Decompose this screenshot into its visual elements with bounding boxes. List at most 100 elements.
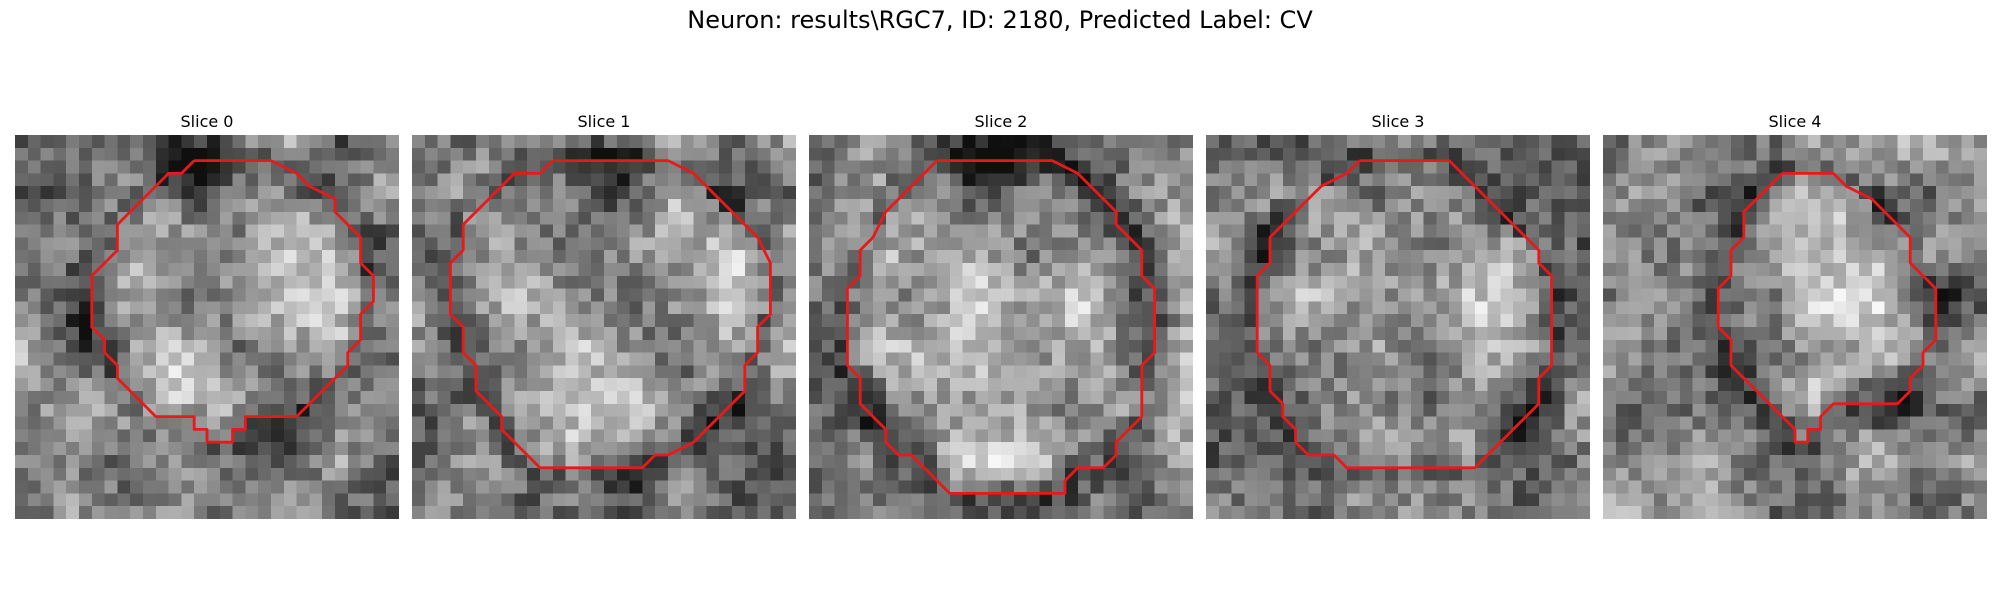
image-pixel	[1859, 327, 1873, 341]
image-pixel	[335, 339, 349, 353]
image-pixel	[1270, 288, 1284, 302]
image-pixel	[1206, 403, 1220, 417]
image-pixel	[860, 429, 874, 443]
image-pixel	[1167, 147, 1181, 161]
image-pixel	[1474, 365, 1488, 379]
image-pixel	[1474, 327, 1488, 341]
image-pixel	[219, 467, 233, 481]
image-pixel	[719, 314, 733, 328]
image-pixel	[168, 506, 182, 519]
image-pixel	[885, 224, 899, 238]
image-pixel	[53, 352, 67, 366]
image-pixel	[1116, 135, 1130, 149]
image-pixel	[809, 403, 823, 417]
image-pixel	[911, 186, 925, 200]
image-pixel	[1206, 391, 1220, 405]
image-pixel	[1974, 327, 1987, 341]
image-pixel	[578, 365, 592, 379]
image-pixel	[1500, 314, 1514, 328]
image-pixel	[1628, 506, 1642, 519]
image-pixel	[1897, 506, 1911, 519]
image-pixel	[1487, 288, 1501, 302]
image-pixel	[1871, 416, 1885, 430]
image-pixel	[207, 314, 221, 328]
image-pixel	[181, 275, 195, 289]
image-pixel	[1103, 403, 1117, 417]
image-pixel	[296, 301, 310, 315]
image-pixel	[1731, 442, 1745, 456]
image-pixel	[40, 263, 54, 277]
image-pixel	[1026, 186, 1040, 200]
image-pixel	[629, 339, 643, 353]
image-pixel	[1935, 416, 1949, 430]
image-pixel	[988, 416, 1002, 430]
image-pixel	[373, 314, 387, 328]
image-pixel	[1871, 352, 1885, 366]
image-pixel	[232, 442, 246, 456]
image-pixel	[1436, 352, 1450, 366]
image-pixel	[898, 339, 912, 353]
image-pixel	[616, 506, 630, 519]
image-pixel	[1103, 224, 1117, 238]
image-pixel	[1077, 493, 1091, 507]
image-pixel	[1500, 339, 1514, 353]
image-pixel	[975, 480, 989, 494]
image-pixel	[1884, 403, 1898, 417]
image-pixel	[1871, 442, 1885, 456]
image-pixel	[937, 416, 951, 430]
image-pixel	[1410, 442, 1424, 456]
image-pixel	[360, 224, 374, 238]
image-pixel	[1910, 455, 1924, 469]
image-pixel	[1065, 135, 1079, 149]
image-pixel	[181, 493, 195, 507]
image-pixel	[1231, 506, 1245, 519]
image-pixel	[1295, 429, 1309, 443]
image-pixel	[412, 429, 426, 443]
image-pixel	[91, 403, 105, 417]
image-pixel	[668, 493, 682, 507]
image-pixel	[207, 455, 221, 469]
image-pixel	[360, 506, 374, 519]
image-pixel	[1154, 199, 1168, 213]
image-pixel	[1513, 250, 1527, 264]
image-pixel	[1423, 199, 1437, 213]
image-pixel	[1180, 147, 1193, 161]
image-pixel	[1526, 211, 1540, 225]
image-pixel	[207, 416, 221, 430]
image-pixel	[1859, 250, 1873, 264]
image-pixel	[809, 314, 823, 328]
image-pixel	[1474, 314, 1488, 328]
image-pixel	[642, 186, 656, 200]
image-pixel	[527, 378, 541, 392]
image-pixel	[847, 160, 861, 174]
image-pixel	[1679, 403, 1693, 417]
image-pixel	[1026, 403, 1040, 417]
image-pixel	[1628, 288, 1642, 302]
image-pixel	[1884, 352, 1898, 366]
image-pixel	[1564, 378, 1578, 392]
image-pixel	[847, 199, 861, 213]
image-pixel	[924, 224, 938, 238]
image-pixel	[744, 365, 758, 379]
image-pixel	[1526, 250, 1540, 264]
image-pixel	[1065, 288, 1079, 302]
image-pixel	[53, 160, 67, 174]
image-pixel	[360, 378, 374, 392]
image-pixel	[1167, 224, 1181, 238]
image-pixel	[360, 429, 374, 443]
image-pixel	[719, 378, 733, 392]
image-pixel	[53, 429, 67, 443]
image-pixel	[847, 378, 861, 392]
image-pixel	[1756, 288, 1770, 302]
image-pixel	[680, 480, 694, 494]
image-pixel	[1167, 173, 1181, 187]
figure-title: Neuron: results\RGC7, ID: 2180, Predicte…	[687, 6, 1313, 34]
image-pixel	[1795, 263, 1809, 277]
image-pixel	[1500, 480, 1514, 494]
image-pixel	[1756, 224, 1770, 238]
image-pixel	[1859, 160, 1873, 174]
panel-slice-2: Slice 2	[809, 112, 1193, 527]
image-pixel	[655, 442, 669, 456]
image-pixel	[1679, 199, 1693, 213]
image-pixel	[1641, 403, 1655, 417]
